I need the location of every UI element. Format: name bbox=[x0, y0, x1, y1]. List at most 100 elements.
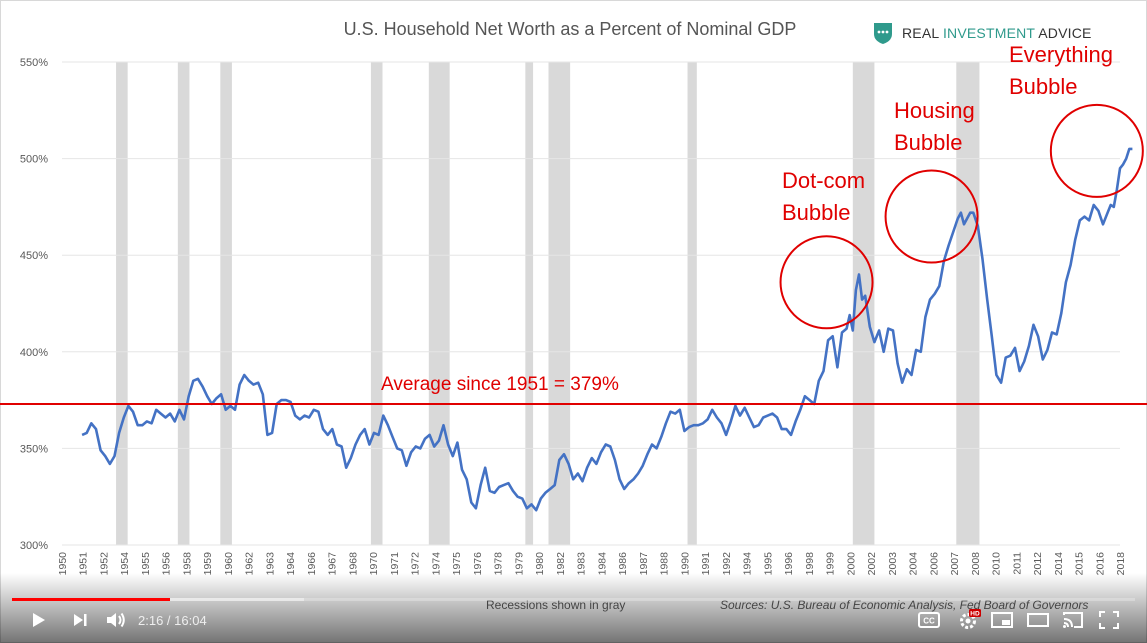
play-button[interactable] bbox=[24, 608, 52, 632]
y-tick-label: 350% bbox=[20, 443, 48, 455]
x-tick-label: 1955 bbox=[140, 552, 152, 576]
x-tick-label: 2018 bbox=[1115, 552, 1127, 576]
next-button[interactable] bbox=[66, 608, 94, 632]
x-tick-label: 1952 bbox=[98, 552, 110, 576]
recession-band bbox=[525, 62, 534, 545]
fullscreen-button[interactable] bbox=[1096, 608, 1122, 632]
theater-mode-button[interactable] bbox=[1025, 608, 1051, 632]
subtitles-button[interactable]: CC bbox=[916, 608, 942, 632]
svg-text:CC: CC bbox=[923, 617, 935, 626]
fullscreen-icon bbox=[1099, 611, 1119, 629]
x-tick-label: 1988 bbox=[659, 552, 671, 576]
x-tick-label: 1999 bbox=[825, 552, 837, 576]
x-tick-label: 1998 bbox=[804, 552, 816, 576]
annotation-label: Dot-com bbox=[782, 168, 865, 193]
x-tick-label: 2012 bbox=[1032, 552, 1044, 576]
x-tick-label: 1980 bbox=[534, 552, 546, 576]
recession-band bbox=[687, 62, 697, 545]
settings-button[interactable]: HD bbox=[955, 608, 983, 632]
x-tick-label: 1966 bbox=[306, 552, 318, 576]
annotation-label: Bubble bbox=[894, 130, 963, 155]
volume-icon bbox=[107, 612, 125, 628]
x-tick-label: 1983 bbox=[576, 552, 588, 576]
x-tick-label: 1971 bbox=[389, 552, 401, 576]
x-tick-label: 1991 bbox=[700, 552, 712, 576]
progress-played bbox=[12, 598, 171, 601]
x-tick-label: 2006 bbox=[928, 552, 940, 576]
cast-button[interactable] bbox=[1060, 608, 1086, 632]
skip-next-icon bbox=[74, 614, 87, 626]
x-tick-label: 1976 bbox=[472, 552, 484, 576]
average-label: Average since 1951 = 379% bbox=[381, 374, 619, 395]
x-tick-label: 1972 bbox=[410, 552, 422, 576]
volume-button[interactable] bbox=[102, 608, 130, 632]
x-tick-label: 2007 bbox=[949, 552, 961, 576]
hd-badge: HD bbox=[970, 611, 980, 618]
annotation-circle bbox=[779, 235, 874, 330]
annotation-circle bbox=[884, 169, 979, 264]
x-tick-label: 1950 bbox=[57, 552, 69, 576]
x-tick-label: 1990 bbox=[679, 552, 691, 576]
chart: 300% 350% 400% 450% 500% 550% 1950 1951 1952 1954… bbox=[0, 42, 1147, 576]
x-tick-label: 1974 bbox=[430, 552, 442, 576]
play-icon bbox=[33, 613, 45, 627]
x-tick-label: 2015 bbox=[1074, 552, 1086, 576]
duration: 16:04 bbox=[174, 613, 207, 628]
recession-band bbox=[370, 62, 383, 545]
x-tick-label: 2004 bbox=[908, 552, 920, 576]
x-tick-label: 1958 bbox=[181, 552, 193, 576]
x-tick-label: 2014 bbox=[1053, 552, 1065, 576]
x-tick-label: 1984 bbox=[596, 552, 608, 576]
x-tick-label: 2003 bbox=[887, 552, 899, 576]
miniplayer-button[interactable] bbox=[989, 608, 1015, 632]
x-tick-label: 1951 bbox=[78, 552, 90, 576]
time-display: 2:16 / 16:04 bbox=[138, 613, 207, 628]
annotation-label: Bubble bbox=[782, 200, 851, 225]
x-tick-label: 1970 bbox=[368, 552, 380, 576]
recession-band bbox=[428, 62, 450, 545]
y-tick-label: 550% bbox=[20, 57, 48, 69]
brand-name: REAL INVESTMENT ADVICE bbox=[902, 25, 1092, 41]
x-tick-label: 1962 bbox=[244, 552, 256, 576]
x-tick-label: 1994 bbox=[742, 552, 754, 576]
shield-icon bbox=[874, 23, 892, 44]
x-tick-label: 1986 bbox=[617, 552, 629, 576]
gear-icon: HD bbox=[960, 609, 981, 629]
x-tick-label: 1987 bbox=[638, 552, 650, 576]
player-controls: 2:16 / 16:04 CC HD bbox=[0, 604, 1147, 634]
annotation-label: Everything bbox=[1009, 42, 1113, 67]
annotation-circle bbox=[1049, 103, 1144, 198]
x-tick-label: 1954 bbox=[119, 552, 131, 576]
x-tick-label: 1992 bbox=[721, 552, 733, 576]
x-tick-label: 2010 bbox=[991, 552, 1003, 576]
recession-band bbox=[852, 62, 875, 545]
progress-bar[interactable] bbox=[12, 598, 1135, 601]
annotation-label: Housing bbox=[894, 98, 975, 123]
brand-logo: REAL INVESTMENT ADVICE bbox=[872, 21, 1092, 45]
x-tick-label: 2000 bbox=[845, 552, 857, 576]
miniplayer-icon bbox=[991, 612, 1013, 628]
x-tick-label: 1996 bbox=[783, 552, 795, 576]
x-tick-label: 1982 bbox=[555, 552, 567, 576]
annotation-label: Bubble bbox=[1009, 74, 1078, 99]
x-tick-label: 1978 bbox=[493, 552, 505, 576]
recession-band bbox=[177, 62, 190, 545]
x-tick-label: 2016 bbox=[1094, 552, 1106, 576]
x-tick-label: 1960 bbox=[223, 552, 235, 576]
recession-band bbox=[548, 62, 571, 545]
y-tick-label: 300% bbox=[20, 540, 48, 552]
y-tick-label: 450% bbox=[20, 250, 48, 262]
x-tick-label: 1995 bbox=[762, 552, 774, 576]
y-tick-label: 400% bbox=[20, 347, 48, 359]
recession-band bbox=[220, 62, 232, 545]
x-tick-label: 1975 bbox=[451, 552, 463, 576]
x-tick-label: 1964 bbox=[285, 552, 297, 576]
x-tick-label: 1967 bbox=[327, 552, 339, 576]
x-tick-label: 1959 bbox=[202, 552, 214, 576]
recession-band bbox=[116, 62, 128, 545]
theater-mode-icon bbox=[1027, 613, 1049, 627]
series-line bbox=[81, 147, 1133, 512]
x-tick-label: 1979 bbox=[513, 552, 525, 576]
current-time: 2:16 bbox=[138, 613, 164, 628]
